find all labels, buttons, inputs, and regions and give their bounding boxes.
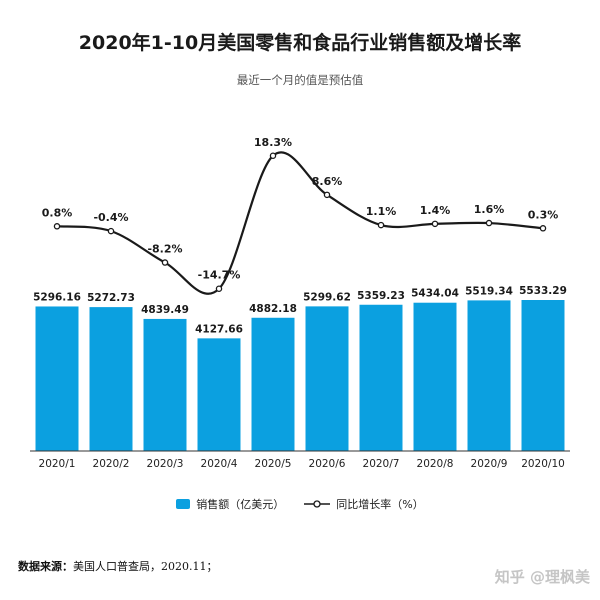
data-source-note: 数据来源：美国人口普查局，2020.11； bbox=[18, 558, 218, 574]
bar-7 bbox=[359, 304, 403, 451]
bar-8 bbox=[413, 302, 457, 451]
x-tick-label-1: 2020/1 bbox=[39, 458, 76, 470]
x-tick-label-6: 2020/6 bbox=[309, 458, 346, 470]
legend-line-marker bbox=[304, 500, 331, 508]
growth-value-label-2: -0.4% bbox=[93, 211, 128, 224]
growth-point-7 bbox=[377, 221, 385, 229]
chart-title: 2020年1-10月美国零售和食品行业销售额及增长率 bbox=[78, 32, 522, 54]
growth-point-1 bbox=[53, 223, 61, 230]
legend-bar-swatch bbox=[176, 499, 191, 509]
growth-value-label-6: 8.6% bbox=[312, 175, 343, 188]
legend-label-sales: 销售额（亿美元） bbox=[196, 498, 285, 511]
source-text: 美国人口普查局，2020.11； bbox=[73, 560, 218, 573]
growth-point-6 bbox=[323, 191, 331, 199]
legend-label-growth: 同比增长率（%） bbox=[336, 498, 424, 511]
bar-value-label-1: 5296.16 bbox=[33, 291, 81, 303]
growth-point-8 bbox=[431, 220, 439, 228]
x-tick-label-8: 2020/8 bbox=[417, 458, 454, 470]
bar-6 bbox=[305, 306, 349, 451]
bar-value-label-9: 5519.34 bbox=[465, 285, 513, 297]
bar-value-label-7: 5359.23 bbox=[357, 290, 405, 302]
growth-value-label-7: 1.1% bbox=[366, 205, 397, 218]
bar-2 bbox=[89, 307, 133, 451]
bar-value-label-10: 5533.29 bbox=[519, 285, 567, 297]
growth-value-label-10: 0.3% bbox=[528, 208, 559, 221]
bar-value-label-3: 4839.49 bbox=[141, 304, 189, 316]
growth-point-5 bbox=[269, 152, 277, 160]
bar-10 bbox=[521, 300, 565, 451]
growth-point-4 bbox=[215, 285, 223, 292]
growth-value-label-5: 18.3% bbox=[254, 136, 292, 149]
legend-item-growth: 同比增长率（%） bbox=[304, 496, 424, 512]
bar-value-label-5: 4882.18 bbox=[249, 303, 297, 315]
bar-4 bbox=[197, 338, 241, 451]
x-tick-label-3: 2020/3 bbox=[147, 458, 184, 470]
chart-legend: 销售额（亿美元） 同比增长率（%） bbox=[0, 496, 600, 512]
watermark: 知乎 @理枫美 bbox=[494, 568, 590, 586]
bar-3 bbox=[143, 318, 187, 451]
x-tick-label-7: 2020/7 bbox=[363, 458, 400, 470]
growth-value-label-3: -8.2% bbox=[147, 243, 182, 256]
growth-value-label-9: 1.6% bbox=[474, 203, 505, 216]
x-tick-label-5: 2020/5 bbox=[255, 458, 292, 470]
bar-value-label-4: 4127.66 bbox=[195, 323, 243, 335]
legend-item-sales: 销售额（亿美元） bbox=[176, 496, 284, 512]
growth-value-label-4: -14.7% bbox=[198, 269, 241, 282]
x-tick-label-10: 2020/10 bbox=[521, 458, 565, 470]
growth-point-10 bbox=[539, 225, 547, 232]
bar-value-label-8: 5434.04 bbox=[411, 288, 459, 300]
growth-point-2 bbox=[107, 227, 115, 235]
bar-value-label-6: 5299.62 bbox=[303, 291, 351, 303]
source-label: 数据来源： bbox=[18, 560, 73, 573]
x-tick-label-4: 2020/4 bbox=[201, 458, 238, 470]
x-tick-label-2: 2020/2 bbox=[93, 458, 130, 470]
bar-9 bbox=[467, 300, 511, 451]
growth-point-3 bbox=[161, 259, 169, 266]
chart-subtitle: 最近一个月的值是预估值 bbox=[236, 73, 364, 87]
bar-5 bbox=[251, 317, 295, 451]
growth-rate-line bbox=[56, 151, 544, 295]
growth-value-label-8: 1.4% bbox=[420, 204, 451, 217]
bar-value-label-2: 5272.73 bbox=[87, 292, 135, 304]
growth-point-9 bbox=[485, 219, 493, 227]
growth-value-label-1: 0.8% bbox=[42, 206, 73, 219]
x-tick-label-9: 2020/9 bbox=[471, 458, 508, 470]
bar-1 bbox=[35, 306, 79, 451]
